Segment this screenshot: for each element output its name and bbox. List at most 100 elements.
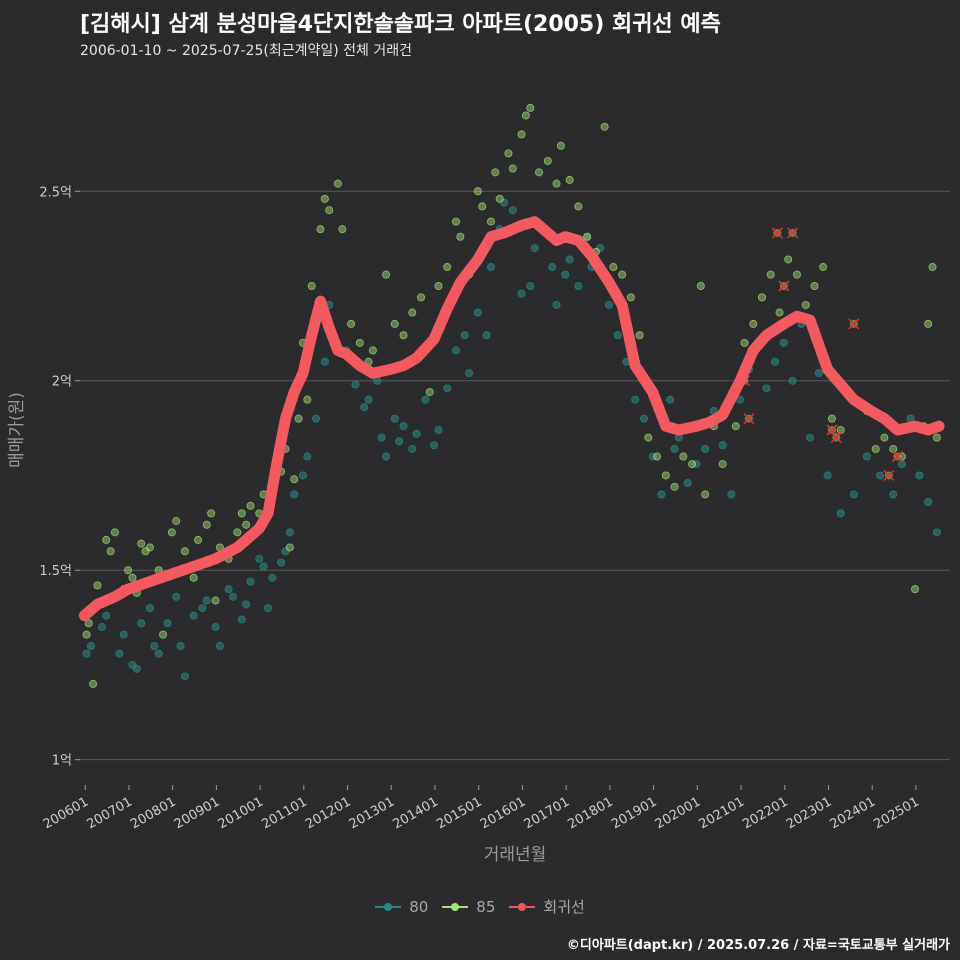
point-85-3 — [93, 581, 102, 590]
point-80-50 — [399, 422, 408, 431]
point-80-104 — [823, 471, 832, 480]
point-85-6 — [110, 528, 119, 537]
scatter-plot: 2006012007012008012009012010012011012012… — [7, 103, 950, 865]
point-85-37 — [294, 414, 303, 423]
point-85-9 — [128, 573, 137, 582]
point-85-44 — [333, 179, 342, 188]
point-85-46 — [347, 319, 356, 328]
point-85-86 — [661, 471, 670, 480]
series-80-points — [82, 198, 941, 681]
point-80-107 — [862, 452, 871, 461]
point-80-84 — [657, 490, 666, 499]
point-85-43 — [325, 206, 334, 215]
point-80-46 — [377, 433, 386, 442]
point-85-40 — [307, 281, 316, 290]
marked-point-2 — [771, 227, 783, 239]
point-85-82 — [626, 293, 635, 302]
point-85-50 — [382, 270, 391, 279]
point-80-49 — [395, 437, 404, 446]
x-tick-label-17: 202301 — [784, 794, 834, 832]
point-80-112 — [915, 471, 924, 480]
point-85-2 — [89, 679, 98, 688]
point-80-57 — [451, 346, 460, 355]
point-80-36 — [303, 452, 312, 461]
point-85-99 — [775, 308, 784, 317]
point-80-1 — [86, 642, 95, 651]
point-85-88 — [679, 452, 688, 461]
point-85-70 — [526, 103, 535, 112]
point-85-72 — [543, 156, 552, 165]
point-80-113 — [924, 497, 933, 506]
point-80-114 — [932, 528, 941, 537]
legend-label-regression: 회귀선 — [543, 898, 585, 916]
point-80-59 — [465, 369, 474, 378]
x-tick-label-7: 201301 — [347, 794, 397, 832]
point-85-62 — [478, 202, 487, 211]
point-85-13 — [145, 543, 154, 552]
point-80-25 — [242, 600, 251, 609]
point-85-79 — [600, 122, 609, 131]
legend-item-regression: 회귀선 — [509, 896, 585, 917]
legend: 80 85 회귀선 — [0, 896, 960, 917]
point-80-47 — [382, 452, 391, 461]
x-tick-label-6: 201201 — [303, 794, 353, 832]
point-80-31 — [277, 558, 286, 567]
point-85-52 — [399, 331, 408, 340]
point-85-84 — [644, 433, 653, 442]
point-85-29 — [246, 501, 255, 510]
point-85-4 — [102, 535, 111, 544]
point-85-110 — [880, 433, 889, 442]
point-85-16 — [167, 528, 176, 537]
marked-point-8 — [883, 469, 895, 482]
x-tick-label-18: 202401 — [828, 794, 878, 832]
point-80-86 — [670, 444, 679, 453]
point-80-38 — [320, 357, 329, 366]
point-80-43 — [360, 403, 369, 412]
x-tick-label-10: 201601 — [478, 794, 528, 832]
point-80-79 — [613, 331, 622, 340]
point-80-44 — [364, 395, 373, 404]
point-85-57 — [443, 263, 452, 272]
point-80-42 — [351, 380, 360, 389]
point-85-47 — [355, 338, 364, 347]
point-80-81 — [631, 395, 640, 404]
x-tick-label-11: 201701 — [522, 794, 572, 832]
point-80-9 — [137, 619, 146, 628]
point-80-17 — [189, 611, 198, 620]
point-85-49 — [368, 346, 377, 355]
point-80-48 — [390, 414, 399, 423]
point-80-108 — [876, 471, 885, 480]
point-80-26 — [246, 577, 255, 586]
legend-item-85: 85 — [442, 896, 495, 917]
legend-label-85: 85 — [476, 897, 496, 916]
point-80-71 — [552, 300, 561, 309]
point-85-66 — [504, 149, 513, 158]
point-85-19 — [189, 573, 198, 582]
legend-item-80: 80 — [375, 896, 428, 917]
point-80-98 — [771, 357, 780, 366]
point-85-76 — [574, 202, 583, 211]
point-85-39 — [303, 395, 312, 404]
point-85-83 — [635, 331, 644, 340]
point-85-63 — [486, 217, 495, 226]
point-85-54 — [417, 293, 426, 302]
point-80-85 — [666, 395, 675, 404]
point-80-20 — [211, 623, 220, 632]
x-axis: 2006012007012008012009012010012011012012… — [41, 785, 922, 832]
point-80-105 — [836, 509, 845, 518]
point-85-36 — [290, 475, 299, 484]
x-tick-label-2: 200801 — [128, 794, 178, 832]
point-80-29 — [263, 604, 272, 613]
point-85-117 — [932, 433, 941, 442]
point-85-18 — [180, 547, 189, 556]
marked-point-5 — [826, 424, 838, 436]
point-85-21 — [202, 520, 211, 529]
point-80-3 — [102, 611, 111, 620]
marked-point-9 — [891, 450, 904, 463]
point-85-94 — [731, 422, 740, 431]
y-tick-label-3: 2.5억 — [39, 185, 72, 200]
x-tick-label-13: 201901 — [609, 794, 659, 832]
point-80-102 — [806, 433, 815, 442]
point-85-73 — [552, 179, 561, 188]
point-85-81 — [618, 270, 627, 279]
